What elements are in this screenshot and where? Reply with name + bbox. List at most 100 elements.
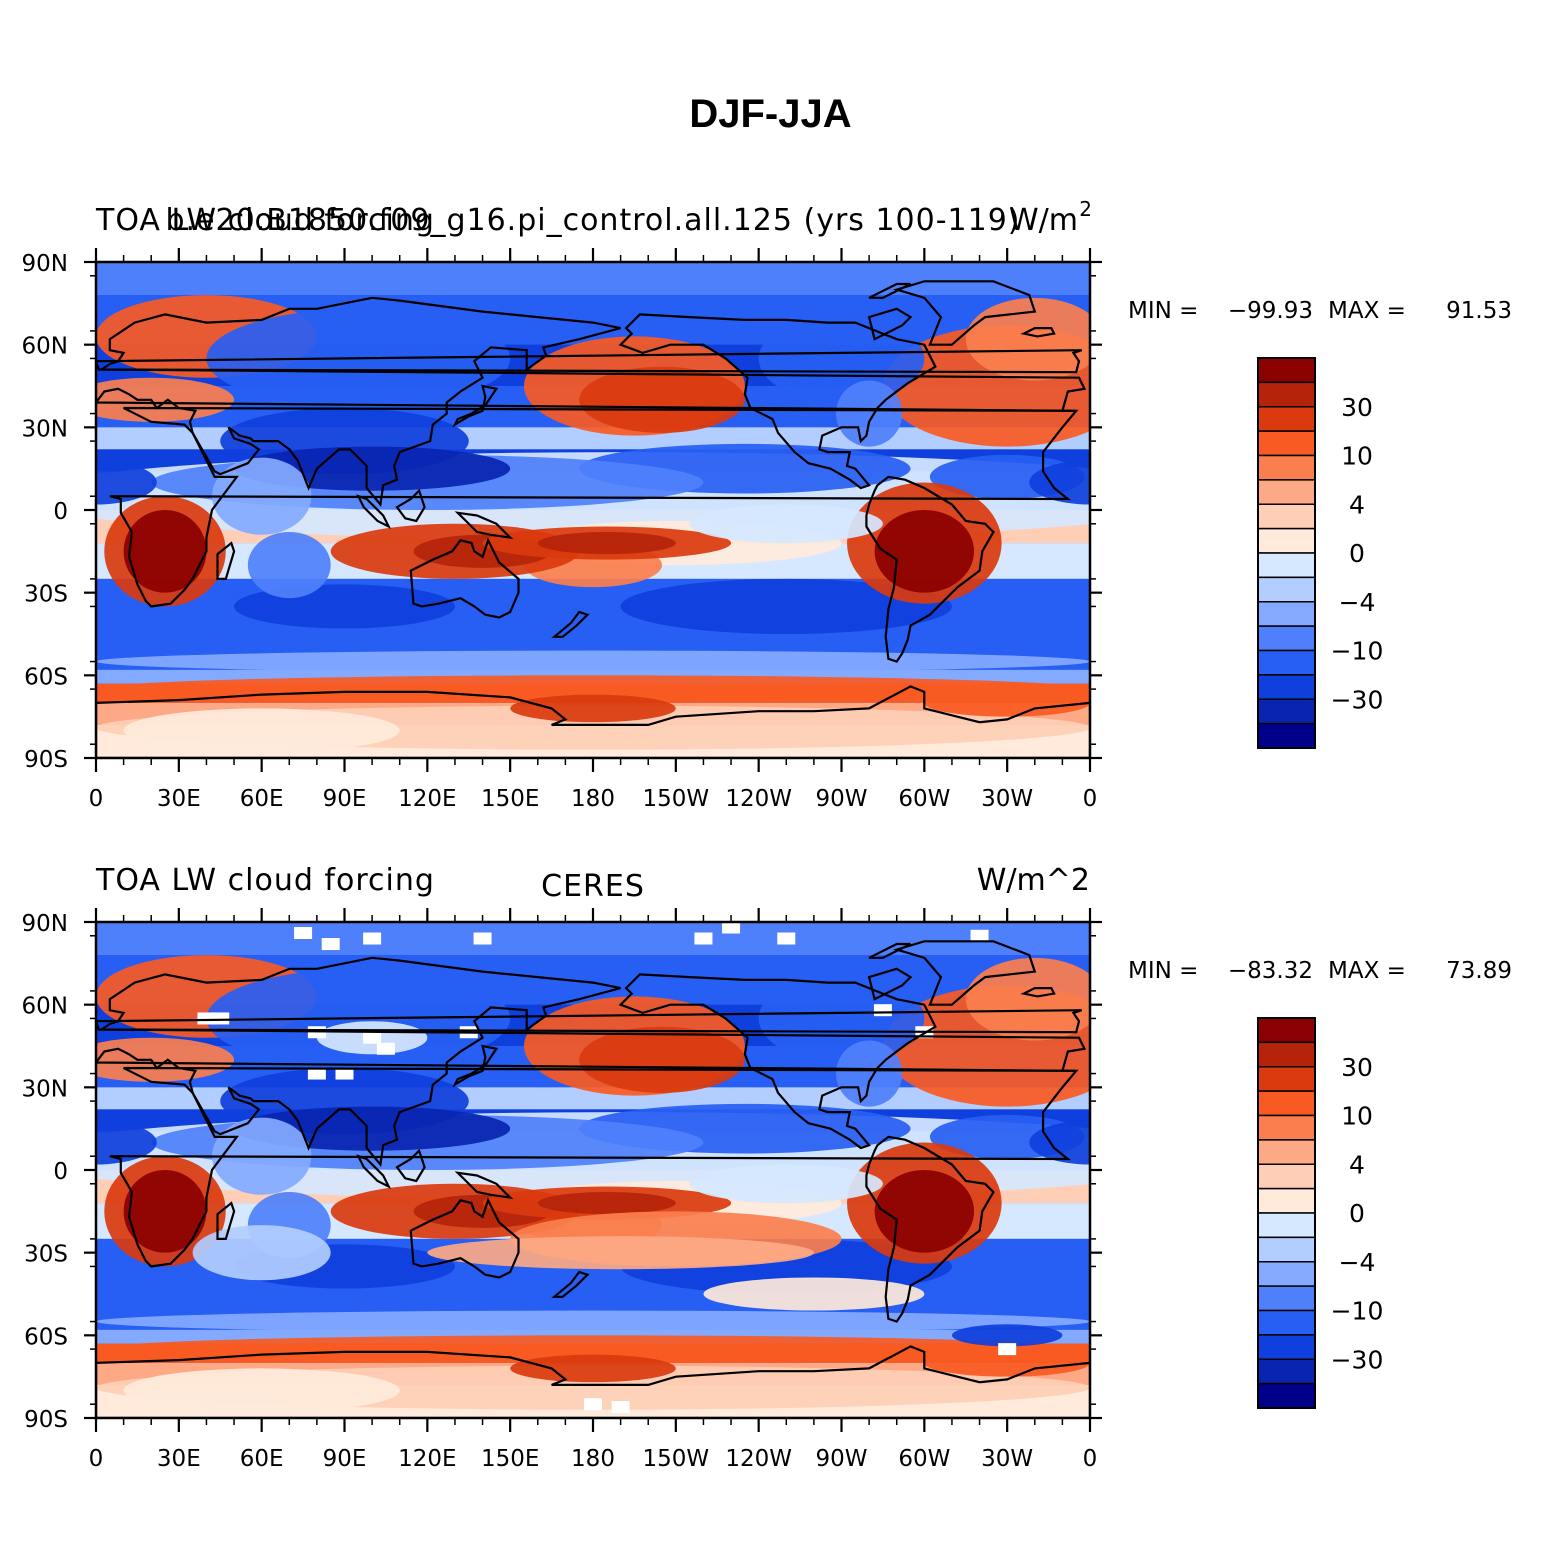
colorbar: 30 10 4 0 −4 −10 −30 xyxy=(1257,1017,1384,1409)
lat-label: 30N xyxy=(22,1076,68,1102)
coastline xyxy=(454,511,514,540)
missing-data-cell xyxy=(777,932,796,945)
missing-data-cell xyxy=(722,922,741,934)
max-label: MAX = xyxy=(1328,958,1406,984)
contour-region xyxy=(1029,1120,1090,1165)
lon-label: 0 xyxy=(1083,786,1098,812)
contour-region xyxy=(758,974,925,1063)
coastlines xyxy=(96,280,1090,758)
lon-label: 60E xyxy=(240,1446,284,1472)
colorbar-label: −4 xyxy=(1339,1248,1376,1277)
missing-data-cell xyxy=(197,1012,216,1025)
colorbar-swatch xyxy=(1257,381,1316,408)
lon-label: 90E xyxy=(323,786,367,812)
contour-region xyxy=(924,689,1090,717)
panel-units-superscript: 2 xyxy=(1079,197,1092,221)
colorbar-swatch xyxy=(1257,527,1316,554)
colorbar-label: 30 xyxy=(1341,1053,1373,1082)
coastline xyxy=(618,973,937,1150)
coastline xyxy=(356,1154,392,1189)
panel-units: W/m^2 xyxy=(977,863,1090,898)
contour-region xyxy=(96,1335,1090,1363)
coastline xyxy=(868,282,911,299)
lat-label: 90S xyxy=(24,1407,68,1433)
contour-region xyxy=(579,1026,745,1093)
colorbar-swatch xyxy=(1257,1187,1316,1214)
contour-region xyxy=(96,675,1090,703)
lat-label: 0 xyxy=(53,499,68,525)
contour-region xyxy=(427,1236,814,1270)
contour-region xyxy=(123,1170,207,1253)
lat-label: 60N xyxy=(22,334,68,360)
colorbar-swatch xyxy=(1257,1236,1316,1263)
lon-label: 30W xyxy=(981,786,1033,812)
contour-region xyxy=(123,708,400,753)
lat-label: 60S xyxy=(24,664,68,690)
missing-data-cell xyxy=(211,1012,230,1025)
colorbar-swatch xyxy=(1257,1041,1316,1068)
contour-region xyxy=(835,1040,903,1107)
coastline xyxy=(96,1009,1083,1034)
coastline xyxy=(452,384,499,428)
colorbar-label: −10 xyxy=(1331,637,1384,666)
colorbar-swatch xyxy=(1257,1285,1316,1312)
colorbar-swatch xyxy=(1257,601,1316,627)
coastline xyxy=(109,1066,1079,1268)
map-panel-1: 90N 60N 30N 0 30S 60S 90S 0 30E 60E 90E 120E 150E 180… xyxy=(22,197,1512,812)
colorbar-swatch xyxy=(1257,1382,1316,1409)
lat-label: 60N xyxy=(22,994,68,1020)
coastline xyxy=(892,280,1037,346)
lat-label: 60S xyxy=(24,1324,68,1350)
colorbar-swatch xyxy=(1257,722,1316,749)
coastline xyxy=(618,313,937,490)
coastline xyxy=(409,1197,520,1279)
colorbar-label: −30 xyxy=(1331,1345,1384,1374)
contour-region xyxy=(510,1354,676,1383)
map-panel-2: 90N 60N 30N 0 30S 60S 90S 0 30E 60E 90E 120E 150E 180… xyxy=(22,863,1512,1472)
colorbar-swatch xyxy=(1257,1334,1316,1360)
contour-region xyxy=(123,1368,400,1413)
lon-label: 30W xyxy=(981,1446,1033,1472)
lon-label: 90W xyxy=(815,786,867,812)
max-value: 91.53 xyxy=(1446,298,1512,324)
panel-center-title: CERES xyxy=(541,869,645,904)
contour-region xyxy=(537,1192,676,1215)
colorbar-swatch xyxy=(1257,576,1316,603)
coastline xyxy=(96,956,1087,1168)
lon-label: 60W xyxy=(898,786,950,812)
max-value: 73.89 xyxy=(1446,958,1512,984)
lon-label: 0 xyxy=(89,786,104,812)
colorbar-swatch xyxy=(1257,1139,1316,1165)
latitude-band xyxy=(96,922,1090,956)
colorbar-swatch xyxy=(1257,552,1316,579)
contour-region xyxy=(537,532,676,555)
coastline xyxy=(1020,987,1056,998)
colorbar-swatch xyxy=(1257,454,1316,481)
lon-label: 30E xyxy=(157,1446,201,1472)
lon-label: 60W xyxy=(898,1446,950,1472)
colorbar-swatch xyxy=(1257,1358,1316,1385)
contour-region xyxy=(874,1170,975,1253)
contour-region xyxy=(924,1349,1090,1377)
colorbar-swatch xyxy=(1257,1090,1316,1117)
coastline xyxy=(551,1270,590,1298)
contour-region xyxy=(835,380,903,447)
lon-label: 150W xyxy=(643,1446,710,1472)
coastline xyxy=(865,1135,995,1323)
missing-data-cell xyxy=(970,929,989,942)
coastline xyxy=(551,610,590,638)
contour-region xyxy=(247,532,331,599)
contour-region xyxy=(951,1324,1063,1347)
missing-data-cell xyxy=(694,932,713,945)
coastline xyxy=(867,307,913,341)
coastline xyxy=(409,537,520,619)
lon-label: 150W xyxy=(643,786,710,812)
lat-label: 90N xyxy=(22,251,68,277)
colorbar-label: 4 xyxy=(1349,490,1365,519)
contour-region xyxy=(192,1225,331,1281)
colorbar-swatch xyxy=(1257,1066,1316,1092)
missing-data-cell xyxy=(611,1400,630,1413)
lon-label: 90E xyxy=(323,1446,367,1472)
colorbar-frame xyxy=(1257,357,1316,749)
